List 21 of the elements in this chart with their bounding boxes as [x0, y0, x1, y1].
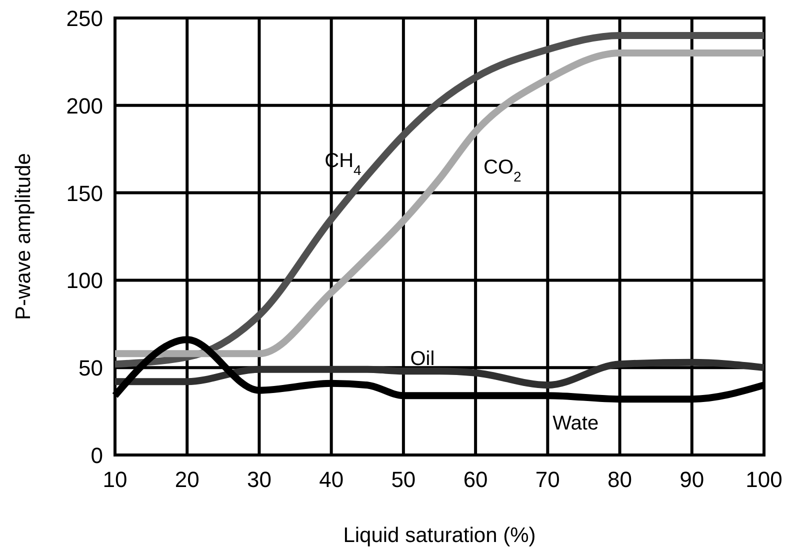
x-tick-label: 100: [746, 467, 782, 492]
x-axis-title: Liquid saturation (%): [343, 524, 536, 547]
x-tick-label: 30: [246, 467, 272, 492]
y-tick-label: 200: [66, 93, 103, 118]
x-tick-label: 10: [102, 467, 128, 492]
series-label: Oil: [410, 348, 435, 370]
x-tick-label: 70: [535, 467, 560, 492]
y-axis-title: P-wave amplitude: [12, 153, 35, 320]
y-tick-label: 150: [66, 180, 103, 206]
x-tick-label: 40: [319, 467, 344, 492]
x-tick-label: 20: [174, 467, 200, 492]
y-tick-label: 100: [66, 268, 103, 294]
y-tick-label: 250: [66, 6, 103, 31]
y-tick-label: 0: [90, 443, 103, 468]
series-label: Wate: [552, 412, 599, 435]
series-label: CO$_{2}$: [484, 156, 522, 185]
x-tick-label: 60: [463, 467, 488, 492]
x-tick-label: 50: [391, 467, 416, 492]
y-tick-label: 50: [78, 356, 103, 381]
x-tick-label: 80: [608, 467, 632, 492]
x-tick-label: 90: [680, 467, 704, 492]
